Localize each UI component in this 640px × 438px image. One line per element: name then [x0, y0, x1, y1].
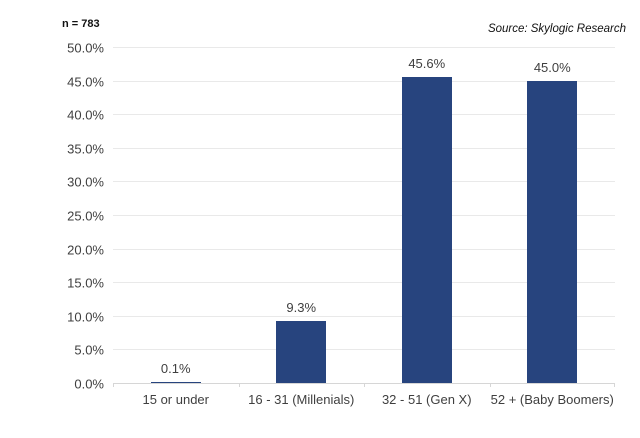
gridline — [113, 282, 615, 284]
x-axis-tick — [113, 383, 114, 387]
y-axis-tick-label: 10.0% — [67, 309, 104, 325]
bar-1 — [150, 382, 201, 383]
y-axis-tick-label: 25.0% — [67, 208, 104, 224]
y-axis-tick-label: 40.0% — [67, 107, 104, 123]
gridline — [113, 349, 615, 351]
y-axis-tick-label: 0.0% — [74, 376, 104, 392]
y-axis-tick-label: 30.0% — [67, 174, 104, 190]
gridline — [113, 248, 615, 250]
bar-value-label: 45.6% — [408, 55, 446, 71]
gridline — [113, 114, 615, 116]
y-axis-tick-label: 20.0% — [67, 242, 104, 258]
y-axis-tick-label: 15.0% — [67, 275, 104, 291]
sample-size-label: n = 783 — [62, 18, 100, 30]
bar-value-label: 9.3% — [286, 299, 317, 315]
y-axis-tick-label: 45.0% — [67, 74, 104, 90]
x-axis-category-label: 16 - 31 (Millenials) — [248, 392, 355, 407]
bar-value-label: 0.1% — [160, 361, 191, 376]
gridline — [113, 315, 615, 317]
x-axis-category-label: 15 or under — [142, 392, 210, 407]
bar-4 — [527, 80, 578, 383]
y-axis-tick-label: 35.0% — [67, 141, 104, 157]
x-axis-tick — [364, 383, 365, 387]
x-axis-category-label: 52 + (Baby Boomers) — [490, 392, 614, 407]
bar-value-label: 45.0% — [533, 59, 571, 75]
gridline — [113, 147, 615, 149]
source-label: Source: Skylogic Research — [487, 23, 626, 35]
x-axis-tick — [489, 383, 491, 387]
bar-2 — [276, 320, 327, 383]
y-axis-tick-label: 50.0% — [67, 40, 104, 56]
plot-area: 0.0% 5.0% 10.0% 15.0% 20.0% 25.0% 30.0% 35.0% 40… — [67, 41, 615, 407]
x-axis-category-label: 32 - 51 (Gen X) — [381, 392, 472, 407]
gridline — [113, 215, 615, 216]
x-axis-tick — [238, 383, 240, 387]
bar-3 — [401, 76, 452, 383]
gridline — [113, 47, 615, 48]
x-axis-tick — [614, 383, 615, 387]
gridline — [113, 181, 615, 183]
gridline — [113, 80, 615, 82]
y-axis-tick-label: 5.0% — [74, 342, 104, 358]
